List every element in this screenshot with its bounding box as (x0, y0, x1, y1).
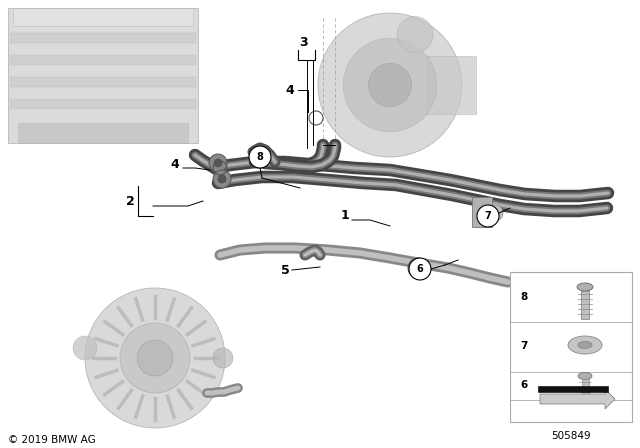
Circle shape (487, 205, 503, 221)
Bar (18, 123, 188, 143)
Circle shape (409, 258, 431, 280)
Circle shape (218, 175, 226, 183)
Text: 8: 8 (520, 292, 527, 302)
Circle shape (120, 323, 190, 393)
Circle shape (137, 340, 173, 376)
Circle shape (343, 38, 437, 132)
Text: 5: 5 (280, 263, 289, 276)
Bar (13, 8, 193, 26)
Text: 7: 7 (520, 341, 528, 351)
Circle shape (408, 258, 428, 278)
Circle shape (209, 154, 227, 172)
Text: 4: 4 (285, 83, 294, 96)
Circle shape (73, 336, 97, 360)
Ellipse shape (578, 341, 592, 349)
Bar (582, 379, 589, 397)
Text: 8: 8 (257, 152, 264, 162)
Text: 4: 4 (171, 158, 179, 171)
Polygon shape (540, 389, 615, 409)
Bar (10, 55, 196, 65)
Ellipse shape (577, 283, 593, 291)
Bar (581, 291, 589, 319)
Circle shape (214, 159, 222, 167)
Circle shape (477, 205, 499, 227)
Bar (472, 197, 492, 227)
Circle shape (213, 170, 231, 188)
Ellipse shape (568, 336, 602, 354)
Bar (10, 33, 196, 43)
Text: 6: 6 (520, 380, 527, 390)
Bar (538, 386, 608, 392)
Circle shape (213, 348, 233, 368)
Text: © 2019 BMW AG: © 2019 BMW AG (8, 435, 96, 445)
Bar (10, 99, 196, 109)
Circle shape (369, 64, 412, 107)
Ellipse shape (578, 372, 592, 379)
Text: 7: 7 (484, 211, 492, 221)
Text: 6: 6 (417, 264, 424, 274)
Text: 505849: 505849 (551, 431, 591, 441)
Text: 1: 1 (340, 208, 349, 221)
Text: 2: 2 (125, 194, 134, 207)
Text: 3: 3 (299, 35, 307, 48)
Bar (8, 8, 198, 143)
Bar (10, 77, 196, 87)
Circle shape (318, 13, 462, 157)
Circle shape (397, 17, 433, 52)
Circle shape (85, 288, 225, 428)
Bar (510, 272, 632, 422)
Circle shape (249, 146, 271, 168)
Bar (426, 56, 476, 114)
